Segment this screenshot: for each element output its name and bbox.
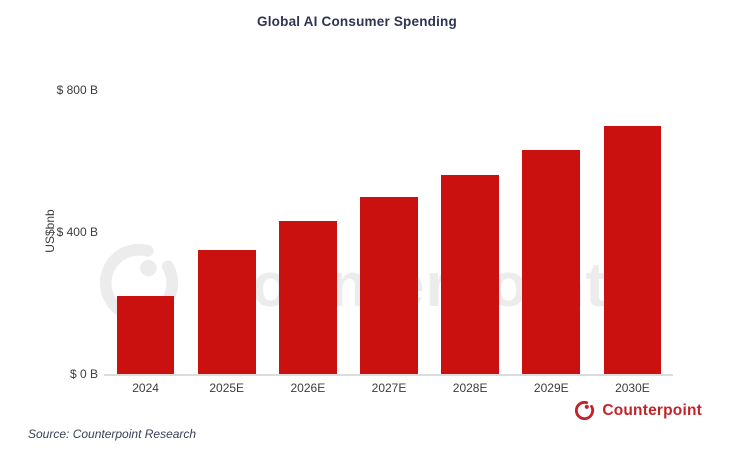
- x-tick-label-2027E: 2027E: [371, 381, 407, 395]
- bar-2025E: [197, 249, 256, 374]
- bar-2028E: [441, 175, 499, 374]
- bar-2030E: [603, 125, 662, 374]
- plot-area: [105, 90, 673, 374]
- bar-band-2025E: [186, 90, 267, 374]
- x-tick-label-2026E: 2026E: [290, 381, 326, 395]
- x-tick-label-2030E: 2030E: [615, 381, 650, 395]
- bar-band-2029E: [511, 90, 592, 374]
- y-tick-label-800: $ 800 B: [56, 83, 98, 97]
- brand-name: Counterpoint: [602, 401, 702, 419]
- y-tick-label-0: $ 0 B: [69, 367, 98, 381]
- bar-2029E: [522, 150, 581, 374]
- x-tick-label-2028E: 2028E: [452, 381, 488, 395]
- bar-2024: [116, 295, 175, 374]
- chart-title: Global AI Consumer Spending: [257, 14, 457, 29]
- y-tick-label-400: $ 400 B: [56, 225, 98, 239]
- bar-2026E: [279, 221, 337, 374]
- bar-band-2030E: [592, 90, 673, 374]
- bar-band-2028E: [430, 90, 511, 374]
- source-text: Source: Counterpoint Research: [28, 427, 197, 441]
- x-axis-line: [104, 374, 673, 376]
- x-axis-tick-labels: 2024 2025E 2026E 2027E 2028E 2029E 2030E: [105, 381, 673, 395]
- x-tick-label-2025E: 2025E: [209, 381, 245, 395]
- x-tick-label-2024: 2024: [132, 381, 159, 395]
- brand-logo: Counterpoint: [573, 399, 702, 422]
- bar-band-2027E: [348, 90, 429, 374]
- bar-band-2024: [105, 90, 186, 374]
- bar-band-2026E: [267, 90, 348, 374]
- x-tick-label-2029E: 2029E: [533, 381, 569, 395]
- bar-2027E: [360, 196, 418, 374]
- counterpoint-logo-icon: [573, 399, 596, 422]
